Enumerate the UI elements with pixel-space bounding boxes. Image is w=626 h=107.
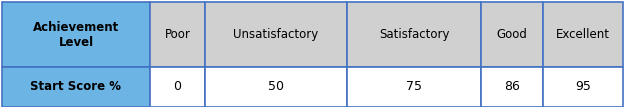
Text: 75: 75	[406, 80, 422, 94]
Bar	[543, 2, 623, 67]
Text: 0: 0	[173, 80, 182, 94]
Text: Start Score %: Start Score %	[31, 80, 121, 94]
Text: Poor: Poor	[165, 28, 190, 41]
Text: 86: 86	[504, 80, 520, 94]
Bar	[2, 67, 150, 107]
Bar	[205, 2, 347, 67]
Bar	[481, 67, 543, 107]
Bar	[2, 2, 150, 67]
Bar	[543, 67, 623, 107]
Text: Achievement
Level: Achievement Level	[33, 21, 119, 48]
Bar	[150, 2, 205, 67]
Bar	[347, 67, 481, 107]
Text: Satisfactory: Satisfactory	[379, 28, 449, 41]
Bar	[205, 67, 347, 107]
Text: Good: Good	[496, 28, 528, 41]
Text: Unsatisfactory: Unsatisfactory	[233, 28, 319, 41]
Text: Excellent: Excellent	[556, 28, 610, 41]
Bar	[481, 2, 543, 67]
Bar	[347, 2, 481, 67]
Text: 95: 95	[575, 80, 591, 94]
Text: 50: 50	[268, 80, 284, 94]
Bar	[150, 67, 205, 107]
